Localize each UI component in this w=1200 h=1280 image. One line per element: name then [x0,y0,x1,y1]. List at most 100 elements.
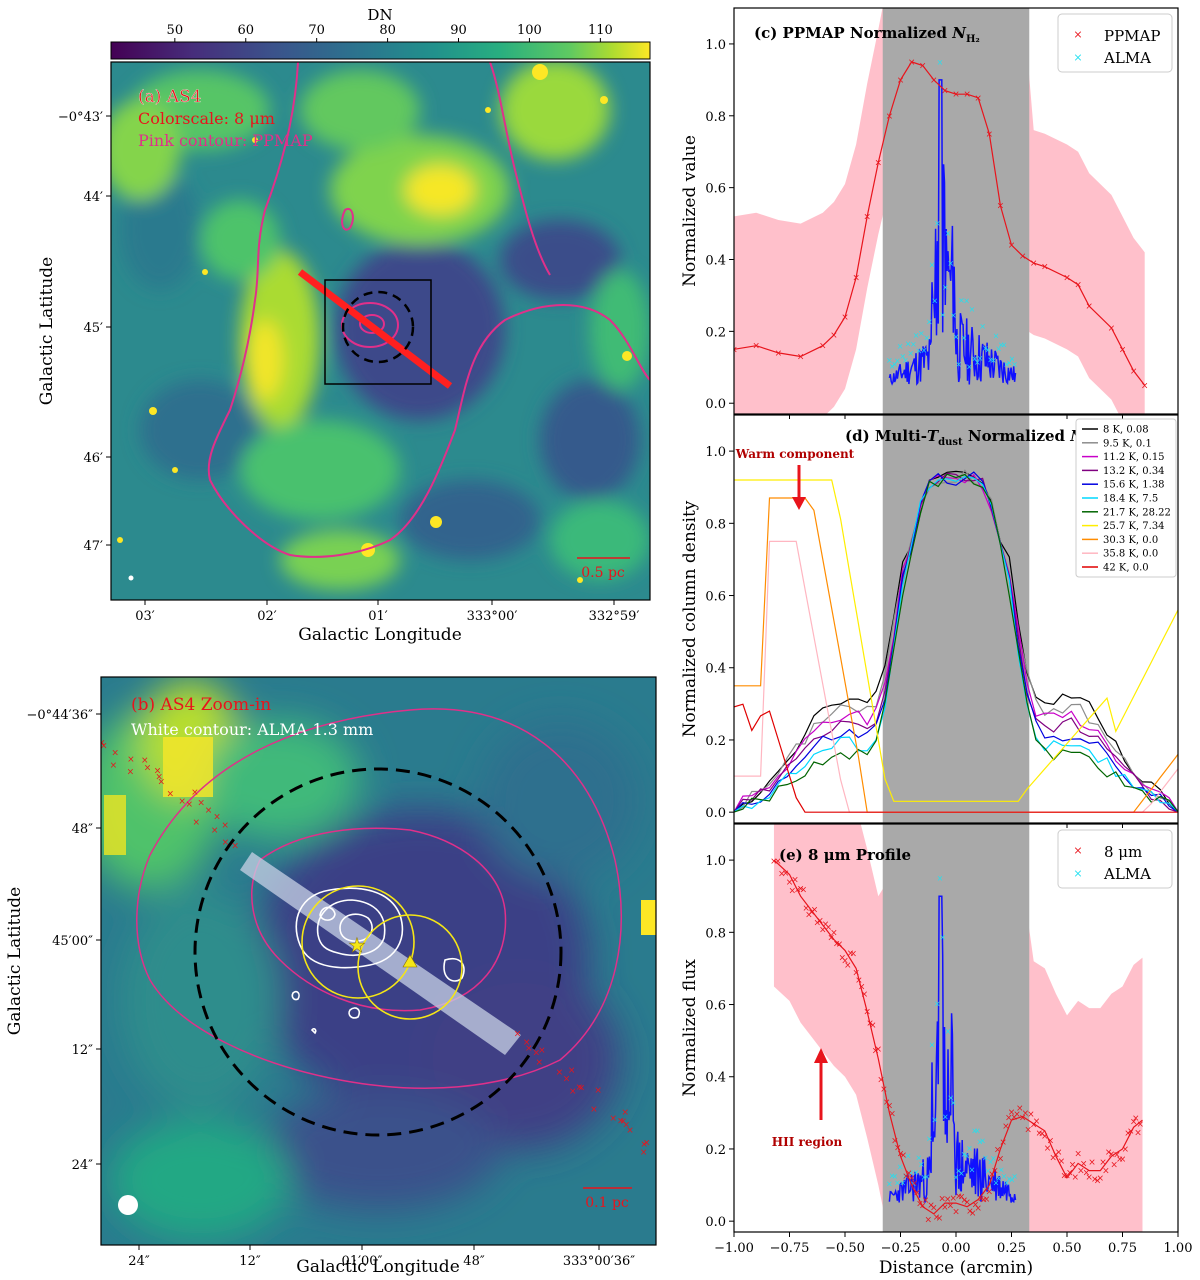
alma-point: × [913,331,920,340]
ppmap-cut-marker: × [568,1066,576,1076]
x-tick-label: 24″ [128,1254,150,1269]
alma-point: × [926,317,933,326]
x-tick-label: 02′ [257,609,277,624]
flux-point: × [813,918,821,928]
flux-point: × [972,1200,980,1210]
flux-point: × [863,1007,871,1017]
alma-point: × [923,334,930,343]
flux-point: × [952,1208,960,1218]
panel-d-title-tsub: dust [938,437,963,448]
alma-point: × [974,1126,981,1135]
flux-point: × [891,1137,899,1147]
panel-b-ylabel: Galactic Latitude [5,887,25,1035]
ppmap-cut-marker: × [167,789,175,799]
alma-point: × [891,360,898,369]
legend-entry-label: 11.2 K, 0.15 [1103,452,1165,463]
colorbar-tick-label: 70 [308,23,325,38]
y-tick-label: 46′ [84,451,104,466]
y-tick-label: 0.0 [705,1215,726,1230]
flux-point: × [1108,1150,1116,1160]
flux-point: × [858,982,866,992]
alma-point: × [931,1115,938,1124]
flux-point: × [830,929,838,939]
flux-point: × [805,911,813,921]
alma-point: × [969,1165,976,1174]
panel-e-8um-line [773,859,1143,1215]
y-tick-label: 44′ [84,190,104,205]
flux-point: × [808,908,816,918]
beam-marker-zoom [118,1195,138,1215]
ppmap-cut-marker: × [193,818,201,828]
alma-point: × [913,1168,920,1177]
flux-point: × [913,1188,921,1198]
yellow-circle-1 [301,885,415,999]
flux-point: × [958,1192,966,1202]
alma-point: × [918,1160,925,1169]
flux-point: × [911,1179,919,1189]
cut-strip [240,852,521,1055]
series-line [734,473,1178,813]
alma-point: × [958,1169,965,1178]
ppmap-point: × [1119,345,1127,355]
alma-point: × [1009,354,1016,363]
flux-point: × [791,875,799,885]
ppmap-cut-marker: × [643,1138,651,1148]
x-tick-label: 333°00′36″ [563,1254,635,1269]
ppmap-point: × [1063,273,1071,283]
x-tick-label: 03′ [135,609,155,624]
alma-point: × [923,1172,930,1181]
ppmap-cut-marker: × [640,1140,648,1150]
y-tick-label: 45′ [84,321,104,336]
panel-b-title: (b) AS4 Zoom-in [131,695,271,715]
flux-point: × [1110,1160,1118,1170]
legend-ppmap-marker: × [1073,28,1082,41]
ppmap-cut-marker: × [621,1108,629,1118]
y-tick-label: 0.0 [705,397,726,412]
flux-point: × [1124,1129,1132,1139]
alma-point: × [990,1154,997,1163]
flux-point: × [1099,1158,1107,1168]
alma-point: × [993,1178,1000,1187]
alma-point: × [987,356,994,365]
flux-point: × [955,1192,963,1202]
flux-point: × [916,1199,924,1209]
panel-d-title: (d) Multi-Tdust Normalized NH₂ [845,427,1098,448]
flux-point: × [1052,1151,1060,1161]
alma-point: × [947,259,954,268]
ppmap-cut-markers: ×××××××× ××××× ×× ××××××× ××××× ××× ××××× ××× ××… [101,739,651,1159]
alma-point: × [886,356,893,365]
legend-ppmap-label: PPMAP [1104,27,1160,45]
flux-point: × [1013,1110,1021,1120]
alma-point: × [926,1134,933,1143]
ppmap-cut-marker: × [178,797,186,807]
flux-point: × [888,1109,896,1119]
flux-point: × [947,1202,955,1212]
legend-entry-label: 8 K, 0.08 [1103,425,1149,436]
legend-entry-label: 9.5 K, 0.1 [1103,438,1152,449]
flux-point: × [1055,1148,1063,1158]
panel-b-contour-note: White contour: ALMA 1.3 mm [131,720,373,739]
alma-point: × [891,1172,898,1181]
legend-entry-label: 18.4 K, 7.5 [1103,494,1158,505]
hii-region-label: HII region [772,1135,843,1149]
flux-point: × [811,905,819,915]
colorbar-tick-label: 100 [517,23,542,38]
panel-e-8um-points: ××××××××××××××××××××××××××××××××××××××××… [770,857,1144,1226]
flux-point: × [1066,1169,1074,1179]
ppmap-cut-marker: × [514,1030,522,1040]
panel-b-image: ×××××××× ××××× ×× ××××××× ××××× ××× ××××× ××× ××… [101,677,656,1245]
scalebar-a-label: 0.5 pc [581,565,625,581]
flux-point: × [1035,1129,1043,1139]
ppmap-contours-zoom [136,708,622,1089]
ppmap-cut-marker: × [578,1083,586,1093]
ppmap-cut-marker: × [144,764,152,774]
alma-point: × [961,1150,968,1159]
alma-point: × [910,340,917,349]
alma-point: × [974,358,981,367]
alma-point: × [897,1162,904,1171]
panel-d: (d) Multi-Tdust Normalized NH₂ Warm comp… [680,414,1179,828]
flux-point: × [861,990,869,1000]
legend-entry-label: 21.7 K, 28.22 [1103,507,1171,518]
alma-point: × [937,874,944,883]
